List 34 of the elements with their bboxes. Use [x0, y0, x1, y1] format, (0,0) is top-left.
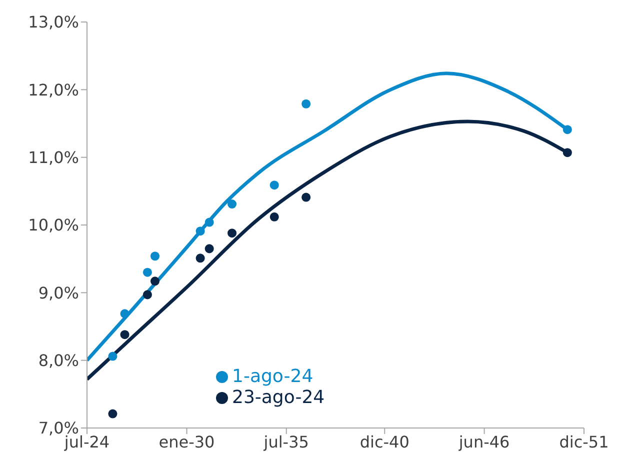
point: [562, 148, 572, 158]
x-tick-label: jul-35: [262, 432, 309, 452]
point: [196, 254, 205, 263]
point: [108, 352, 118, 361]
legend-label: 23-ago-24: [232, 387, 325, 408]
point: [204, 244, 214, 254]
y-tick-label: 8,0%: [38, 351, 79, 370]
x-tick-label: ene-30: [158, 432, 215, 452]
point: [270, 180, 279, 190]
point: [120, 330, 130, 340]
point: [302, 99, 311, 108]
y-tick-label: 9,0%: [38, 283, 79, 302]
point: [562, 125, 572, 134]
x-tick-label: dic-40: [360, 432, 410, 452]
point: [108, 409, 118, 418]
y-tick-label: 11,0%: [28, 148, 79, 168]
y-tick-label: 10,0%: [28, 216, 79, 235]
point: [204, 218, 214, 227]
y-tick-label: 12,0%: [28, 80, 79, 100]
y-tick-label: 13,0%: [28, 12, 79, 32]
point: [270, 212, 279, 222]
point: [150, 252, 160, 261]
point: [228, 228, 237, 238]
point: [196, 226, 205, 236]
point: [302, 192, 311, 202]
point: [120, 309, 130, 318]
y-tick-label: 7,0%: [38, 418, 79, 438]
point: [228, 200, 237, 209]
x-tick-label: dic-51: [559, 432, 609, 452]
x-tick-label: jun-46: [458, 432, 510, 452]
legend-label: 1-ago-24: [232, 366, 314, 387]
point: [142, 290, 152, 300]
point: [142, 268, 152, 277]
point: [150, 276, 160, 286]
